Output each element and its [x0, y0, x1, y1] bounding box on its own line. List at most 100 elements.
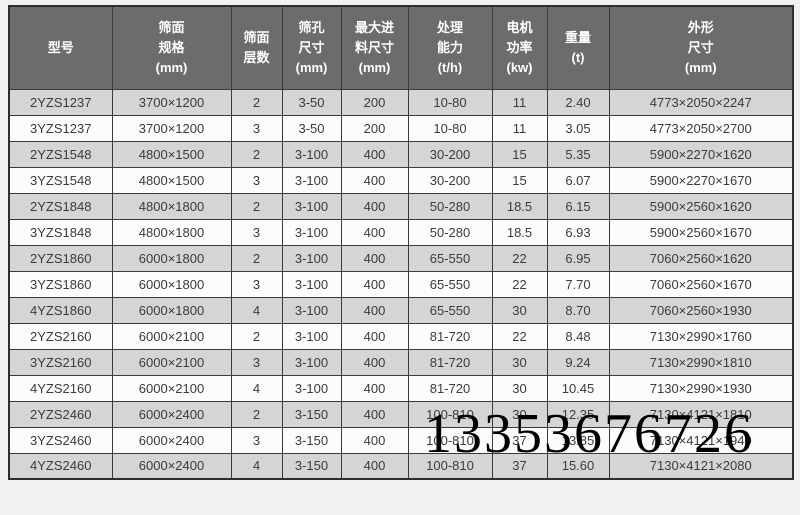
table-cell: 81-720 — [407, 374, 493, 402]
column-header: 筛面 规格 (mm) — [111, 5, 232, 90]
table-cell: 3700×1200 — [111, 114, 232, 142]
table-cell: 12.35 — [546, 400, 610, 428]
table-cell: 6000×2400 — [111, 452, 232, 480]
table-cell: 3700×1200 — [111, 88, 232, 116]
table-cell: 3-100 — [281, 218, 342, 246]
table-cell: 65-550 — [407, 270, 493, 298]
table-cell: 7060×2560×1620 — [608, 244, 794, 272]
table-cell: 2YZS2160 — [8, 322, 113, 350]
table-cell: 3-100 — [281, 270, 342, 298]
table-cell: 400 — [340, 348, 409, 376]
table-cell: 400 — [340, 400, 409, 428]
table-cell: 2 — [230, 244, 283, 272]
table-cell: 22 — [491, 244, 548, 272]
table-cell: 400 — [340, 192, 409, 220]
table-cell: 30 — [491, 348, 548, 376]
column-header: 重量 (t) — [546, 5, 610, 90]
table-cell: 3-100 — [281, 374, 342, 402]
table-cell: 9.24 — [546, 348, 610, 376]
table-cell: 4 — [230, 452, 283, 480]
table-cell: 37 — [491, 452, 548, 480]
table-cell: 7130×4121×2080 — [608, 452, 794, 480]
table-cell: 3 — [230, 218, 283, 246]
table-cell: 6.07 — [546, 166, 610, 194]
table-row: 3YZS1237 3700×1200 3 3-50 200 10-80 11 3.05 4773… — [8, 114, 794, 142]
table-cell: 5.35 — [546, 140, 610, 168]
table-cell: 7130×4121×1810 — [608, 400, 794, 428]
table-cell: 400 — [340, 244, 409, 272]
table-cell: 400 — [340, 218, 409, 246]
table-row: 4YZS2460 6000×2400 4 3-150 400 100-810 37 15.60… — [8, 452, 794, 480]
table-cell: 22 — [491, 322, 548, 350]
table-cell: 2 — [230, 140, 283, 168]
table-cell: 200 — [340, 88, 409, 116]
table-cell: 100-810 — [407, 426, 493, 454]
table-cell: 30-200 — [407, 166, 493, 194]
column-header: 电机 功率 (kw) — [491, 5, 548, 90]
table-cell: 4 — [230, 296, 283, 324]
table-cell: 6000×1800 — [111, 244, 232, 272]
column-header: 处理 能力 (t/h) — [407, 5, 493, 90]
table-cell: 3-150 — [281, 400, 342, 428]
table-cell: 2 — [230, 400, 283, 428]
table-cell: 4YZS2460 — [8, 452, 113, 480]
table-cell: 4800×1800 — [111, 192, 232, 220]
table-cell: 3 — [230, 270, 283, 298]
table-cell: 2YZS1848 — [8, 192, 113, 220]
table-cell: 6000×2100 — [111, 322, 232, 350]
table-cell: 6000×2100 — [111, 374, 232, 402]
table-cell: 400 — [340, 374, 409, 402]
table-cell: 4YZS2160 — [8, 374, 113, 402]
table-row: 2YZS1548 4800×1500 2 3-100 400 30-200 15 5.35 59… — [8, 140, 794, 168]
table-cell: 15 — [491, 140, 548, 168]
table-cell: 400 — [340, 426, 409, 454]
table-cell: 400 — [340, 270, 409, 298]
table-cell: 8.48 — [546, 322, 610, 350]
header-row: 型号 筛面 规格 (mm) 筛面 层数 筛孔 尺寸 (mm) 最大进 料尺寸 (mm) 处… — [8, 5, 794, 90]
table-header: 型号 筛面 规格 (mm) 筛面 层数 筛孔 尺寸 (mm) 最大进 料尺寸 (mm) 处… — [8, 5, 794, 90]
vibrating-screen-spec-table: 型号 筛面 规格 (mm) 筛面 层数 筛孔 尺寸 (mm) 最大进 料尺寸 (mm) 处… — [8, 5, 794, 480]
table-row: 2YZS1848 4800×1800 2 3-100 400 50-280 18.5 6.15… — [8, 192, 794, 220]
table-cell: 5900×2270×1670 — [608, 166, 794, 194]
table-cell: 10.45 — [546, 374, 610, 402]
table-cell: 2 — [230, 192, 283, 220]
table-cell: 3 — [230, 114, 283, 142]
table-cell: 2YZS1237 — [8, 88, 113, 116]
table-cell: 10-80 — [407, 88, 493, 116]
column-header: 型号 — [8, 5, 113, 90]
table-cell: 7060×2560×1930 — [608, 296, 794, 324]
table-cell: 7130×2990×1810 — [608, 348, 794, 376]
table-row: 4YZS1860 6000×1800 4 3-100 400 65-550 30 8.70 70… — [8, 296, 794, 324]
table-row: 2YZS2460 6000×2400 2 3-150 400 100-810 30 12.35… — [8, 400, 794, 428]
table-cell: 6000×1800 — [111, 296, 232, 324]
column-header: 外形 尺寸 (mm) — [608, 5, 794, 90]
table-cell: 7130×2990×1760 — [608, 322, 794, 350]
table-cell: 3-100 — [281, 322, 342, 350]
table-cell: 15 — [491, 166, 548, 194]
table-cell: 3-100 — [281, 244, 342, 272]
table-cell: 10-80 — [407, 114, 493, 142]
table-cell: 5900×2560×1670 — [608, 218, 794, 246]
table-cell: 65-550 — [407, 244, 493, 272]
table-cell: 3YZS1848 — [8, 218, 113, 246]
table-cell: 3YZS1237 — [8, 114, 113, 142]
table-row: 4YZS2160 6000×2100 4 3-100 400 81-720 30 10.45 7… — [8, 374, 794, 402]
table-cell: 3YZS2460 — [8, 426, 113, 454]
table-cell: 4800×1800 — [111, 218, 232, 246]
column-header: 筛面 层数 — [230, 5, 283, 90]
table-cell: 8.70 — [546, 296, 610, 324]
table-cell: 3 — [230, 348, 283, 376]
table-cell: 400 — [340, 166, 409, 194]
table-cell: 4800×1500 — [111, 166, 232, 194]
table-cell: 7130×4121×1940 — [608, 426, 794, 454]
table-cell: 30 — [491, 374, 548, 402]
table-row: 2YZS1237 3700×1200 2 3-50 200 10-80 11 2.40 4773… — [8, 88, 794, 116]
table-cell: 15.60 — [546, 452, 610, 480]
table-cell: 7060×2560×1670 — [608, 270, 794, 298]
table-cell: 3-100 — [281, 166, 342, 194]
table-cell: 100-810 — [407, 452, 493, 480]
table-cell: 3 — [230, 166, 283, 194]
table-cell: 22 — [491, 270, 548, 298]
table-cell: 11 — [491, 114, 548, 142]
